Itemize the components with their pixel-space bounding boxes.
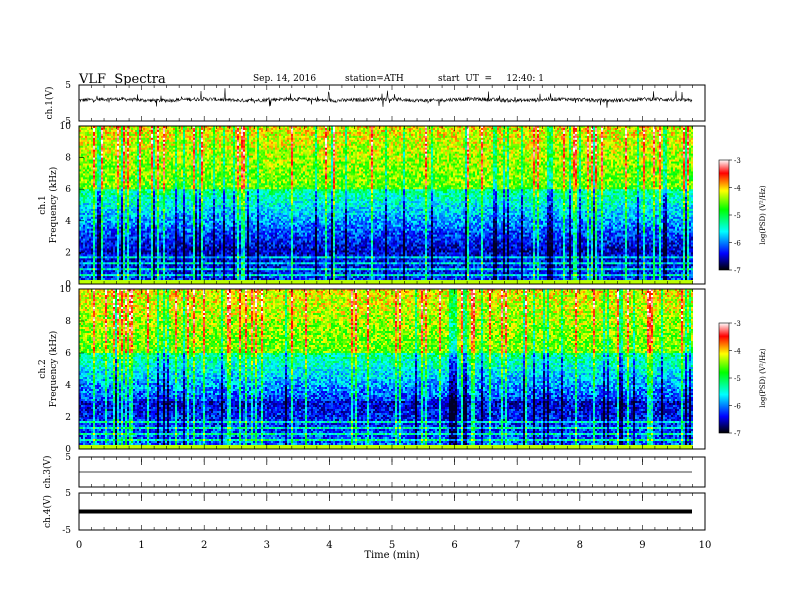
- colorbar-tick-label: -4: [734, 185, 741, 193]
- y-tick-label: 6: [65, 349, 71, 359]
- y-tick-label: -5: [62, 526, 71, 536]
- panel-frame-1: [79, 85, 705, 121]
- y-tick-label: 2: [65, 413, 71, 423]
- colorbar-tick-label: -3: [734, 320, 741, 328]
- y-tick-label: 5: [65, 489, 71, 499]
- x-tick-label: 9: [639, 540, 645, 551]
- x-tick-label: 6: [451, 540, 457, 551]
- x-tick-label: 7: [514, 540, 520, 551]
- ch4-axis-label: ch.3(V): [42, 456, 53, 489]
- x-tick-label: 8: [577, 540, 583, 551]
- vlf-spectra-figure: 5-5ch.1(V)0246810ch.1 Frequency (kHz)-3-4…: [0, 0, 792, 612]
- colorbar-tick-label: -5: [734, 375, 741, 383]
- x-tick-label: 3: [264, 540, 270, 551]
- colorbar-tick-label: -6: [734, 403, 741, 411]
- y-tick-label: 2: [65, 248, 71, 258]
- y-tick-label: 4: [65, 217, 71, 227]
- colorbar-tick-label: -3: [734, 157, 741, 165]
- colorbar-label: log(PSD) (V²/Hz): [759, 185, 767, 244]
- x-tick-label: 2: [201, 540, 207, 551]
- x-tick-label: 0: [76, 540, 82, 551]
- y-tick-label: 5: [65, 81, 71, 91]
- colorbar-tick-label: -7: [734, 267, 741, 275]
- colorbar-tick-label: -6: [734, 240, 741, 248]
- colorbar: [719, 323, 729, 433]
- colorbar-tick-label: -4: [734, 348, 741, 356]
- y-tick-label: 8: [65, 317, 71, 327]
- x-tick-label: 4: [326, 540, 332, 551]
- frequency-axis-label: Frequency (kHz): [48, 331, 59, 408]
- x-tick-label: 10: [699, 540, 712, 551]
- y-tick-label: 6: [65, 185, 71, 195]
- spectrogram-channel-label: ch.2: [38, 359, 48, 378]
- ch1-axis-label: ch.1(V): [44, 87, 55, 120]
- x-tick-label: 1: [138, 540, 144, 551]
- colorbar-tick-label: -5: [734, 212, 741, 220]
- colorbar: [719, 160, 729, 270]
- ch1-waveform: [79, 88, 692, 108]
- y-tick-label: 10: [60, 122, 72, 132]
- spectrogram-ch2: [79, 289, 693, 449]
- x-axis-label: Time (min): [364, 550, 419, 561]
- y-tick-label: 5: [65, 453, 71, 463]
- y-tick-label: 4: [65, 381, 71, 391]
- colorbar-tick-label: -7: [734, 430, 741, 438]
- colorbar-label: log(PSD) (V²/Hz): [759, 348, 767, 407]
- frequency-axis-label: Frequency (kHz): [48, 167, 59, 244]
- spectrogram-ch1: [79, 126, 693, 284]
- ch5-axis-label: ch.4(V): [42, 495, 53, 528]
- y-tick-label: 8: [65, 154, 71, 164]
- spectrogram-channel-label: ch.1: [38, 195, 48, 214]
- y-tick-label: 10: [60, 285, 72, 295]
